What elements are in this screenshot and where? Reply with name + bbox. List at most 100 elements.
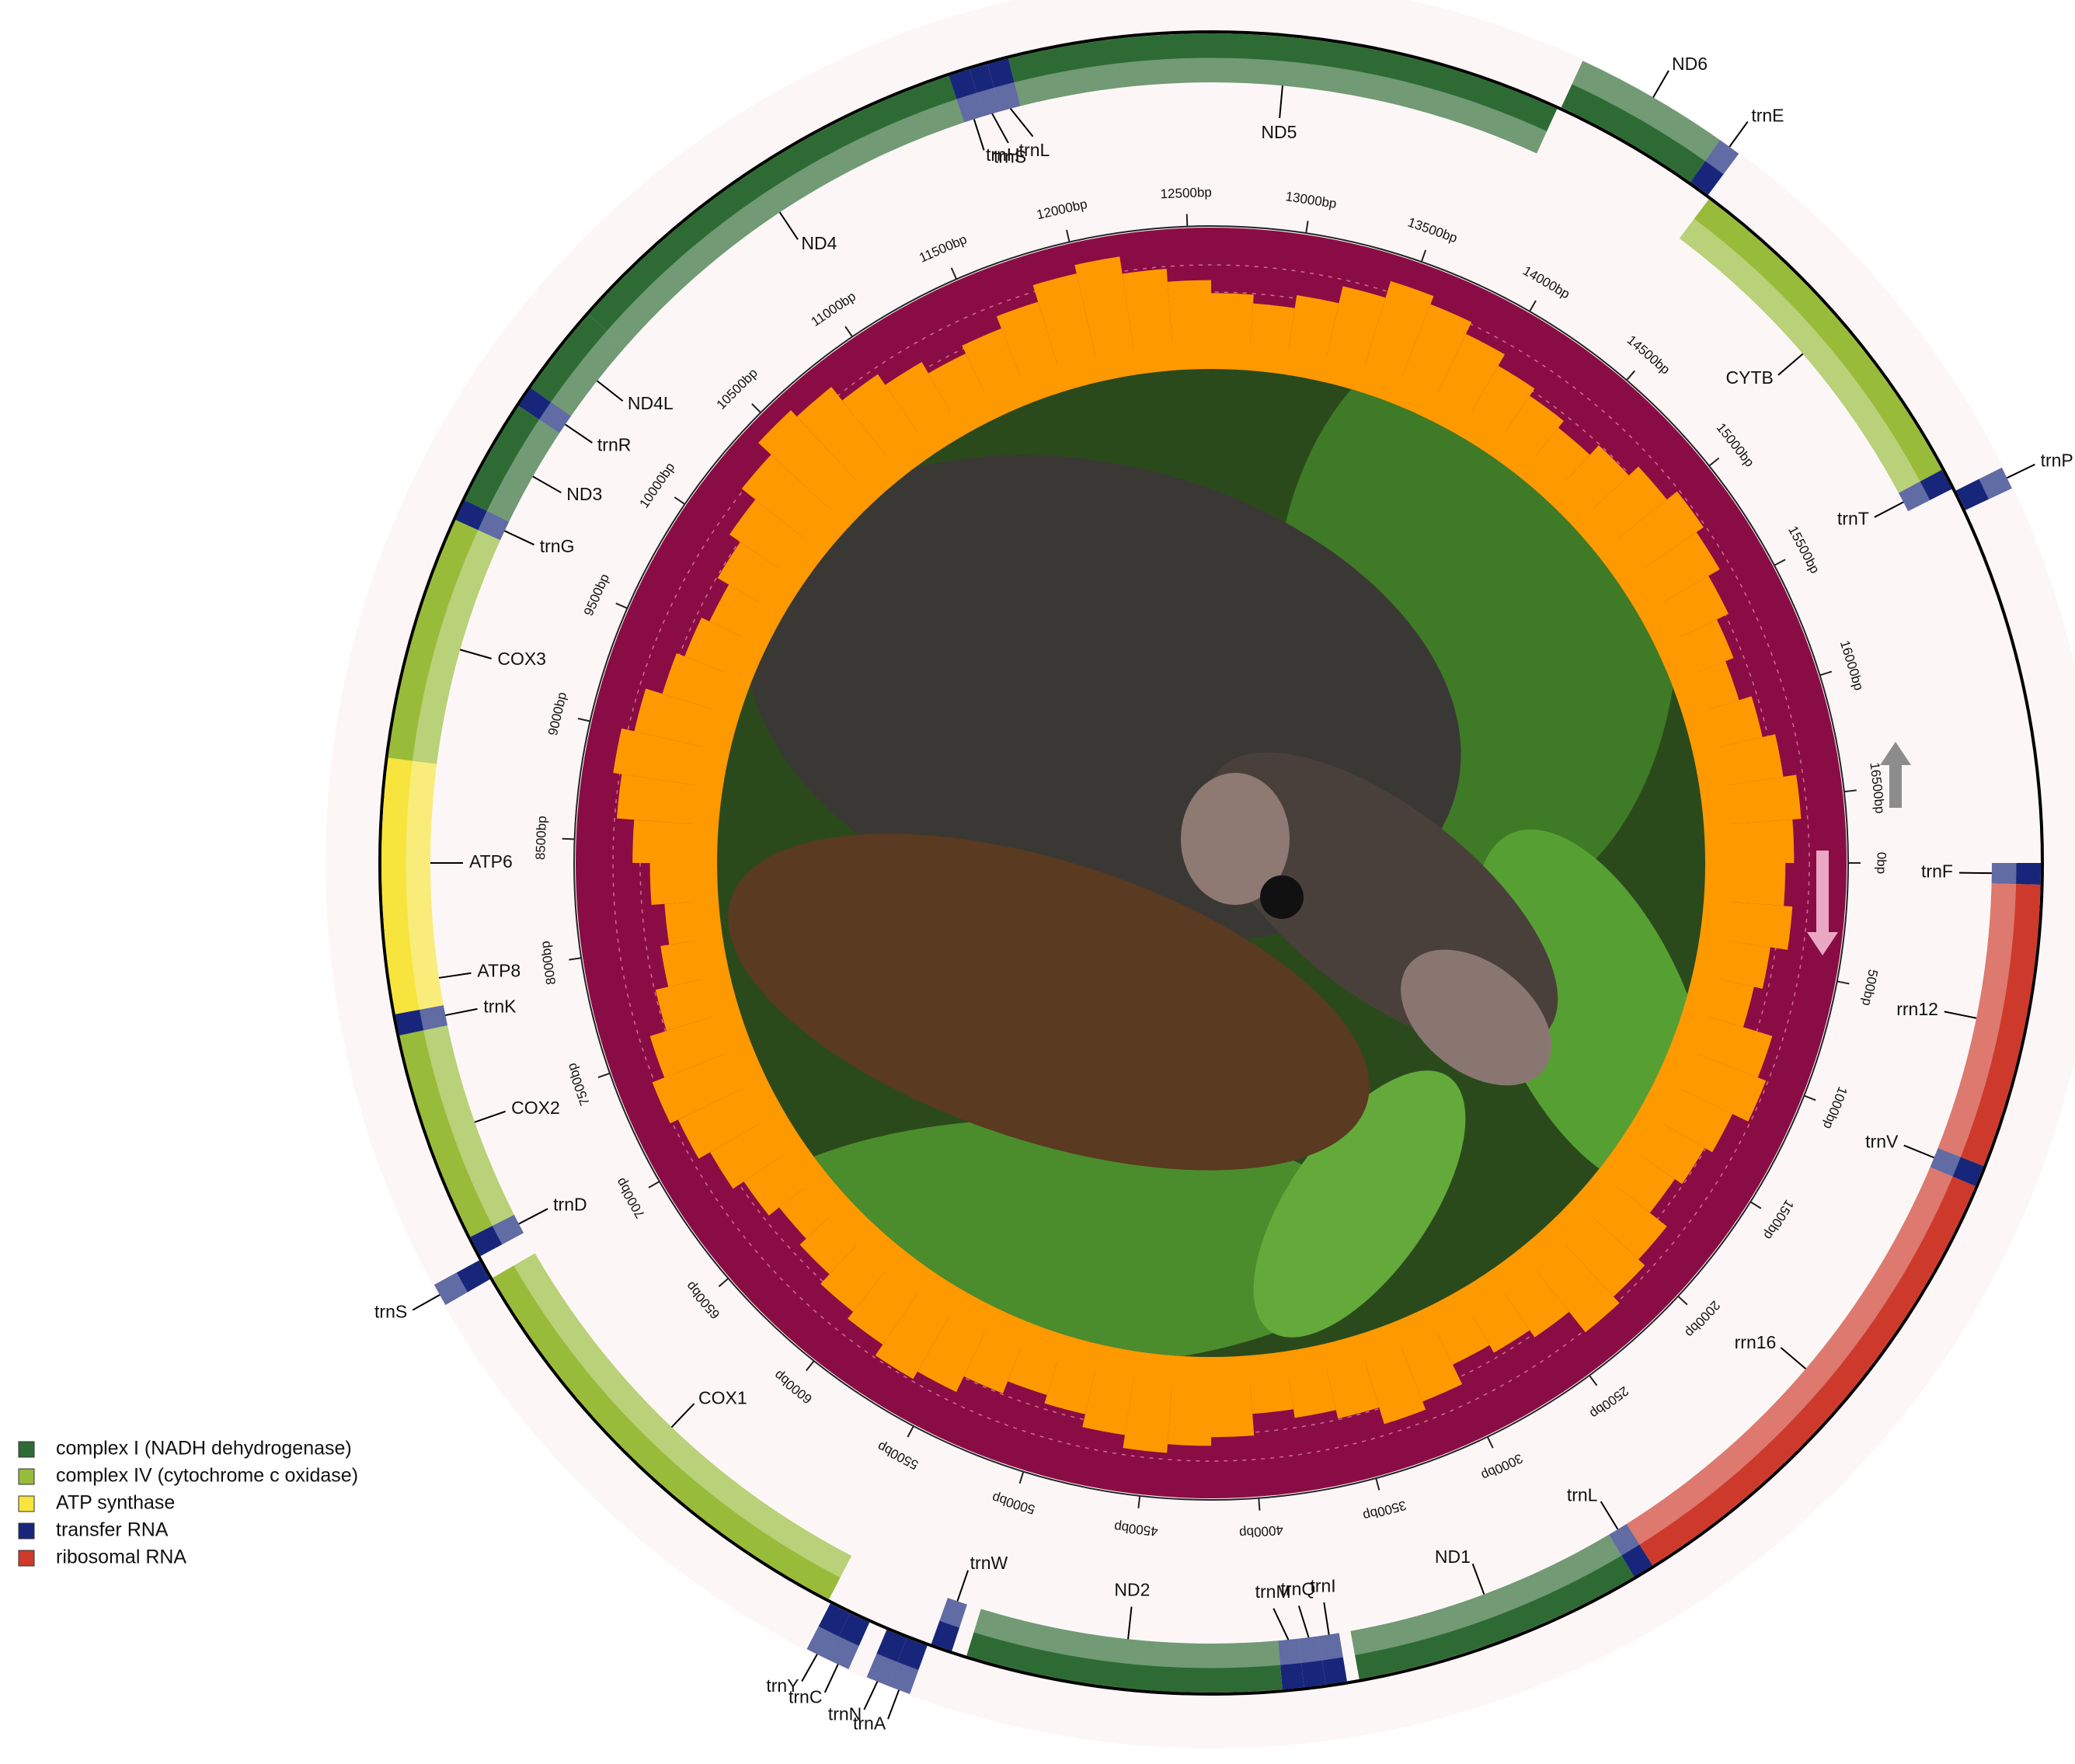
gene-arc-shade (939, 1598, 967, 1628)
gc-bar (1364, 280, 1434, 379)
gc-bar (1074, 256, 1134, 356)
gene-label: ND4L (628, 393, 674, 413)
gene-arc-shade (1930, 1148, 1961, 1177)
gc-bar (1504, 1269, 1569, 1338)
gc-bar (1662, 1088, 1733, 1153)
gene-label: COX2 (511, 1098, 560, 1118)
gene-arc (1278, 1638, 1304, 1690)
gene-leader (887, 1689, 900, 1720)
gene-arc-shade (977, 87, 1001, 117)
strand-arrow (1880, 742, 1911, 808)
tick-mark (1529, 300, 1537, 312)
gene-arc (381, 757, 437, 969)
gene-leader (474, 1110, 506, 1123)
gc-bar (1471, 365, 1535, 433)
gene-label: COX3 (497, 649, 546, 669)
legend-label: transfer RNA (56, 1519, 169, 1541)
gc-bar (1211, 1382, 1255, 1438)
gene-arc (1991, 863, 2041, 885)
gc-bar (1008, 1347, 1058, 1395)
gene-arc-shade (866, 1653, 898, 1686)
gc-bar (1680, 1052, 1767, 1122)
tick-mark (907, 1425, 914, 1438)
gene-leader (459, 649, 492, 659)
gc-bar (1680, 619, 1734, 673)
gc-bar (917, 1313, 986, 1393)
gene-arc-shade (433, 1272, 468, 1305)
gc-bar (649, 1016, 727, 1078)
gc-bar (1565, 445, 1629, 510)
gc-bar (1471, 1293, 1530, 1353)
gene-leader (1958, 872, 1992, 875)
gc-bar (741, 454, 830, 539)
gene-label: trnR (597, 435, 631, 455)
tick-mark (1065, 229, 1071, 242)
gc-bar (1593, 1187, 1667, 1260)
gene-arc (970, 64, 1001, 117)
gc-bar (1695, 1016, 1773, 1078)
gc-bar (1032, 273, 1095, 366)
gene-arc-shade (406, 760, 437, 966)
gene-label: trnT (1837, 509, 1869, 529)
tick-mark (1589, 1375, 1598, 1386)
gene-label: trnY (766, 1675, 799, 1696)
gene-label: trnI (1310, 1575, 1335, 1595)
gene-label: ND1 (1435, 1547, 1471, 1567)
gc-bar (1250, 1377, 1293, 1414)
gene-arc-shade (423, 1025, 514, 1226)
gc-bar (1695, 661, 1739, 710)
gene-arc (1298, 1636, 1326, 1688)
gc-bar (1123, 1377, 1172, 1453)
gene-arc-shade (1572, 61, 1721, 162)
gene-arc-shade (827, 1636, 859, 1669)
gene-label: ND6 (1672, 54, 1708, 74)
gc-bar (1044, 1360, 1095, 1414)
gene-arc-shade (1991, 863, 2017, 885)
gene-leader (518, 1208, 548, 1225)
gc-bar (1401, 304, 1472, 395)
gene-arc-shade (412, 530, 500, 764)
gc-bar (963, 1331, 1022, 1393)
gc-bar (1167, 280, 1211, 344)
gene-label: trnV (1865, 1132, 1899, 1152)
gene-arc (1626, 1167, 1976, 1566)
gc-bar (1535, 427, 1590, 482)
gene-leader (532, 475, 562, 494)
tick-mark (1843, 789, 1857, 793)
gc-bar (1364, 1347, 1426, 1425)
gene-arc-shade (478, 510, 510, 541)
gc-bar (885, 361, 951, 433)
legend-label: complex I (NADH dehydrogenase) (56, 1438, 352, 1460)
gene-label: rrn12 (1896, 999, 1938, 1019)
gene-arc (455, 500, 510, 541)
gene-arc (1318, 1633, 1347, 1685)
gene-arc (1679, 199, 1942, 493)
legend-label: ATP synthase (56, 1492, 175, 1514)
tick-mark (1305, 221, 1309, 234)
gene-arc (888, 1637, 928, 1694)
legend-swatch (18, 1522, 35, 1540)
gc-bar (1593, 466, 1667, 539)
gene-label: trnF (1921, 861, 1953, 882)
gene-label: trnK (483, 996, 517, 1016)
tick-label: 12500bp (1160, 185, 1212, 201)
gc-bar (1662, 576, 1729, 638)
gene-leader (565, 423, 593, 444)
tick-label: 4000bp (1238, 1522, 1283, 1540)
gene-label: CYTB (1726, 367, 1774, 388)
gene-arc-shade (606, 99, 965, 347)
gene-arc (395, 1005, 447, 1036)
gc-bar (660, 940, 704, 987)
gc-bar (962, 328, 1022, 395)
gc-bar (1535, 1244, 1620, 1333)
gene-arc-shade (1705, 140, 1739, 175)
legend: complex I (NADH dehydrogenase) complex IV… (18, 1438, 358, 1568)
gene-arc (493, 1253, 852, 1599)
gc-bar (1565, 1216, 1645, 1297)
gc-bar (1708, 979, 1754, 1028)
gene-arc (388, 520, 500, 764)
gc-bar (842, 374, 918, 457)
gene-arc (518, 388, 572, 433)
